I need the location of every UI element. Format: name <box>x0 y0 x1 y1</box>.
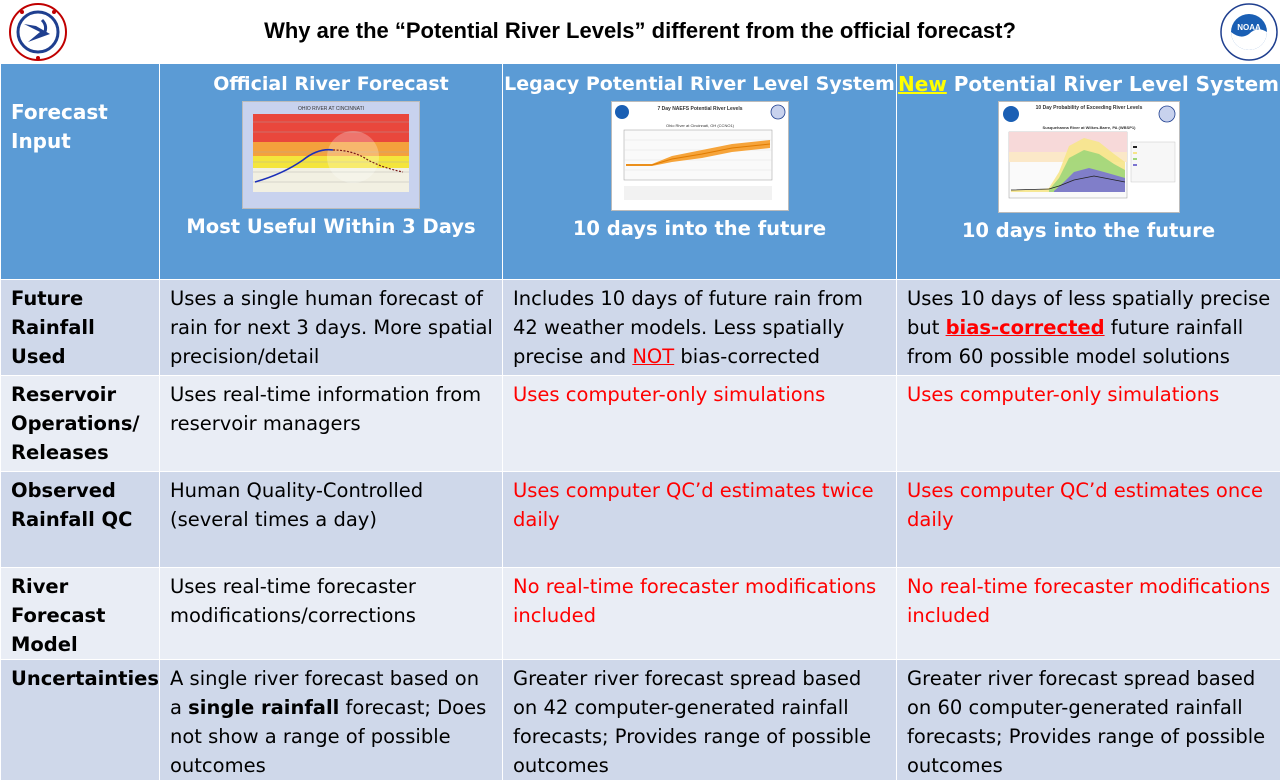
legacy-chart-title: 7 Day NAEFS Potential River Levels <box>657 106 742 112</box>
legacy-system-chart-thumbnail: 7 Day NAEFS Potential River Levels Ohio … <box>611 101 789 211</box>
row-label-reservoir: Reservoir Operations/Releases <box>1 376 160 472</box>
cell-new-future-rainfall: Uses 10 days of less spatially precise b… <box>897 280 1280 376</box>
header-official: Official River Forecast OHIO RIVER AT CI… <box>160 64 503 280</box>
cell-legacy-future-rainfall: Includes 10 days of future rain from 42 … <box>503 280 897 376</box>
legacy-system-title: Legacy Potential River Level System <box>503 72 896 96</box>
row-label-river-model: River Forecast Model <box>1 568 160 660</box>
new-chart-subtitle: Susquehanna River at Wilkes-Barre, PA (W… <box>1042 125 1136 130</box>
row-label-text: Reservoir <box>11 383 116 406</box>
row-label-future-rainfall: Future Rainfall Used <box>1 280 160 376</box>
header-legacy: Legacy Potential River Level System 7 Da… <box>503 64 897 280</box>
row-label-observed-rainfall: Observed Rainfall QC <box>1 472 160 568</box>
row-label-uncertainties: Uncertainties <box>1 660 160 781</box>
header-new: New Potential River Level System 10 Day … <box>897 64 1280 280</box>
single-rainfall-emphasis: single rainfall <box>188 696 339 719</box>
official-chart-title: OHIO RIVER AT CINCINNATI <box>298 106 364 112</box>
header-row: Forecast Input Official River Forecast O… <box>1 64 1280 280</box>
row-label-text: Releases <box>11 441 109 464</box>
cell-new-model: No real-time forecaster modifications in… <box>897 568 1280 660</box>
legacy-system-subtitle: 10 days into the future <box>503 217 896 241</box>
table-row: Reservoir Operations/Releases Uses real-t… <box>1 376 1280 472</box>
table-row: Uncertainties A single river forecast ba… <box>1 660 1280 781</box>
cell-legacy-reservoir: Uses computer-only simulations <box>503 376 897 472</box>
row-label-text: Observed <box>11 479 116 502</box>
cell-legacy-observed: Uses computer QC’d estimates twice daily <box>503 472 897 568</box>
row-label-text: River Forecast <box>11 575 105 627</box>
row-label-text: Operations/ <box>11 412 140 435</box>
new-system-title: New Potential River Level System <box>897 72 1280 96</box>
cell-official-uncertainties: A single river forecast based on a singl… <box>160 660 503 781</box>
cell-official-observed: Human Quality-Controlled (several times … <box>160 472 503 568</box>
row-label-text: Rainfall QC <box>11 508 132 531</box>
cell-new-observed: Uses computer QC’d estimates once daily <box>897 472 1280 568</box>
new-label: New <box>898 72 947 96</box>
page-title: Why are the “Potential River Levels” dif… <box>0 0 1280 62</box>
header-label-line1: Forecast <box>11 100 108 124</box>
cell-new-uncertainties: Greater river forecast spread based on 6… <box>897 660 1280 781</box>
cell-official-model: Uses real-time forecaster modifications/… <box>160 568 503 660</box>
comparison-table: Forecast Input Official River Forecast O… <box>0 63 1280 781</box>
cell-legacy-model: No real-time forecaster modifications in… <box>503 568 897 660</box>
header-row-label: Forecast Input <box>1 64 160 280</box>
cell-legacy-uncertainties: Greater river forecast spread based on 4… <box>503 660 897 781</box>
header-label-line2: Input <box>11 129 71 153</box>
official-forecast-chart-thumbnail: OHIO RIVER AT CINCINNATI <box>242 101 420 209</box>
new-system-subtitle: 10 days into the future <box>897 219 1280 243</box>
table-row: Observed Rainfall QC Human Quality-Contro… <box>1 472 1280 568</box>
table-row: Future Rainfall Used Uses a single human … <box>1 280 1280 376</box>
cell-text: bias-corrected <box>674 345 820 368</box>
not-emphasis: NOT <box>632 345 674 368</box>
legacy-chart-subtitle: Ohio River at Cincinnati, OH (CCNO1) <box>665 123 734 128</box>
official-forecast-title: Official River Forecast <box>160 72 502 96</box>
row-label-text: Rainfall Used <box>11 316 95 368</box>
bias-corrected-emphasis: bias-corrected <box>946 316 1105 339</box>
new-system-title-text: Potential River Level System <box>947 72 1279 96</box>
row-label-text: Model <box>11 633 78 656</box>
new-system-chart-thumbnail: 10 Day Probability of Exceeding River Le… <box>998 101 1180 213</box>
table-row: River Forecast Model Uses real-time forec… <box>1 568 1280 660</box>
cell-official-reservoir: Uses real-time information from reservoi… <box>160 376 503 472</box>
official-forecast-subtitle: Most Useful Within 3 Days <box>160 215 502 239</box>
row-label-text: Future <box>11 287 83 310</box>
cell-official-future-rainfall: Uses a single human forecast of rain for… <box>160 280 503 376</box>
new-chart-title: 10 Day Probability of Exceeding River Le… <box>1035 105 1142 111</box>
cell-new-reservoir: Uses computer-only simulations <box>897 376 1280 472</box>
